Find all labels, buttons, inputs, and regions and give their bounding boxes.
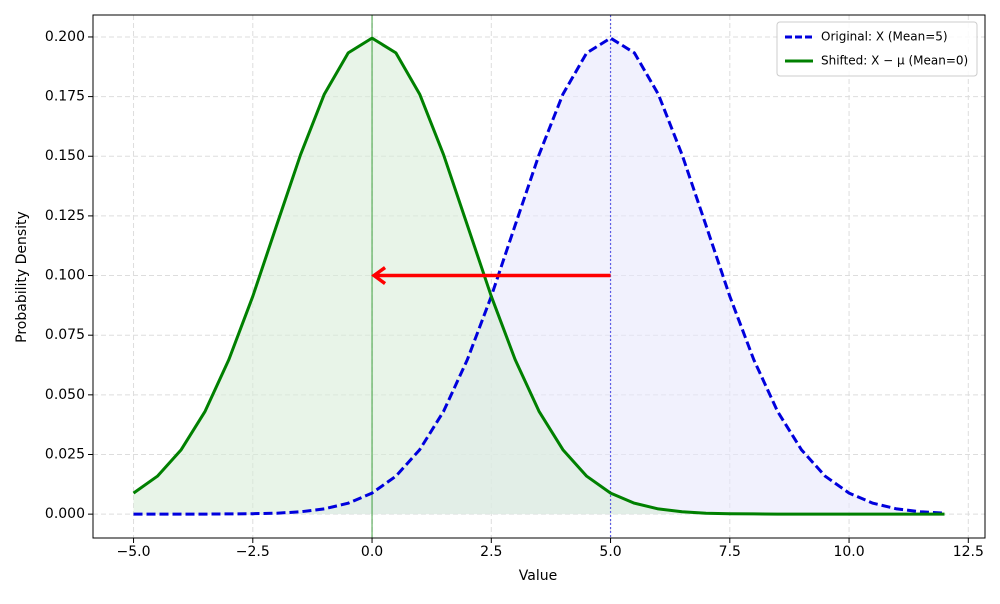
y-tick-label: 0.000 — [45, 506, 85, 522]
x-tick-label: 2.5 — [480, 544, 502, 560]
series-line — [133, 36, 945, 516]
area-fill — [133, 38, 945, 515]
y-tick-label: 0.050 — [45, 387, 85, 403]
y-tick-label: 0.125 — [45, 208, 85, 224]
x-tick-label: 10.0 — [833, 544, 864, 560]
x-tick-label: 5.0 — [599, 544, 621, 560]
x-tick-label: −2.5 — [236, 544, 270, 560]
y-tick-label: 0.025 — [45, 446, 85, 462]
y-tick-label: 0.150 — [45, 148, 85, 164]
arrow-head — [371, 266, 387, 285]
series-line — [132, 36, 945, 516]
legend-label: Shifted: X − μ (Mean=0) — [821, 54, 968, 68]
y-axis-label: Probability Density — [14, 211, 30, 343]
x-tick-label: 7.5 — [719, 544, 741, 560]
y-tick-label: 0.175 — [45, 89, 85, 105]
y-tick-label: 0.075 — [45, 327, 85, 343]
plot-frame — [92, 14, 986, 539]
legend-box — [776, 21, 978, 77]
x-axis-label: Value — [519, 568, 557, 584]
legend: Original: X (Mean=5) Shifted: X − μ (Mean… — [776, 21, 978, 77]
y-tick-label: 0.200 — [45, 29, 85, 45]
x-tick-label: −5.0 — [117, 544, 151, 560]
x-tick-label: 12.5 — [953, 544, 984, 560]
y-tick-label: 0.100 — [45, 268, 85, 284]
legend-label: Original: X (Mean=5) — [821, 30, 948, 44]
x-tick-label: 0.0 — [361, 544, 383, 560]
